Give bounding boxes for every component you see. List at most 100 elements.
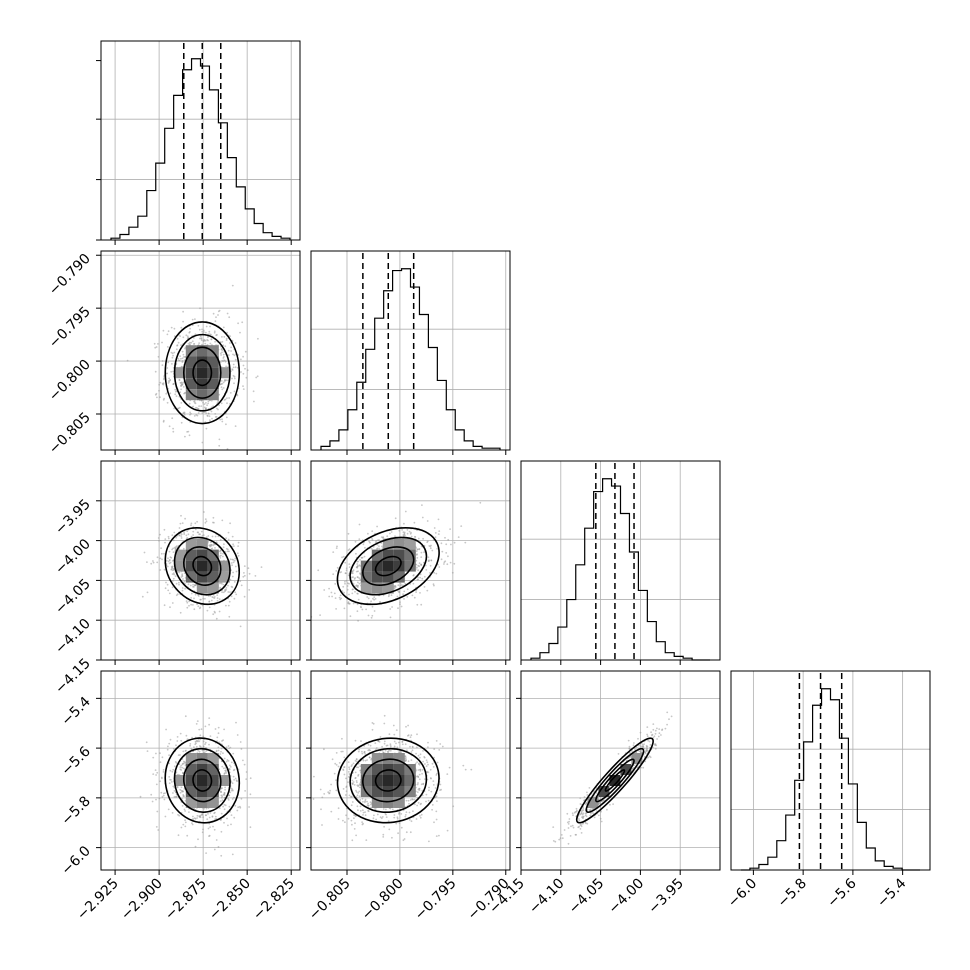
sample-point bbox=[171, 770, 174, 773]
sample-point bbox=[170, 326, 173, 329]
sample-point bbox=[209, 419, 211, 422]
panel-frame bbox=[310, 670, 511, 871]
sample-point bbox=[639, 731, 642, 734]
sample-point bbox=[351, 801, 354, 803]
sample-point bbox=[425, 800, 427, 803]
sample-point bbox=[571, 824, 574, 827]
sample-point bbox=[139, 795, 142, 798]
sample-point bbox=[222, 583, 225, 586]
sample-point bbox=[426, 771, 428, 774]
sample-point bbox=[195, 742, 197, 745]
sample-point bbox=[423, 551, 425, 554]
panel-frame bbox=[100, 670, 301, 871]
sample-point bbox=[380, 817, 383, 820]
sample-point bbox=[141, 595, 144, 598]
sample-point bbox=[348, 602, 350, 605]
sample-point bbox=[419, 576, 421, 579]
sample-point bbox=[230, 595, 233, 598]
sample-point bbox=[184, 715, 187, 718]
sample-point bbox=[190, 522, 193, 525]
sample-point bbox=[446, 829, 449, 832]
sample-point bbox=[364, 811, 366, 813]
sample-point bbox=[173, 790, 176, 792]
sample-point bbox=[330, 810, 333, 813]
sample-point bbox=[410, 820, 413, 823]
sample-point bbox=[433, 584, 435, 587]
sample-point bbox=[182, 578, 184, 580]
sample-point bbox=[214, 547, 216, 549]
sample-point bbox=[390, 594, 393, 597]
sample-point bbox=[646, 726, 649, 728]
density-cell bbox=[393, 753, 405, 764]
sample-point bbox=[216, 736, 219, 739]
sample-point bbox=[647, 739, 649, 742]
sample-point bbox=[374, 808, 376, 810]
sample-point bbox=[424, 564, 427, 567]
sample-point bbox=[168, 425, 171, 428]
sample-point bbox=[240, 358, 242, 361]
sample-point bbox=[159, 533, 161, 536]
sample-point bbox=[162, 329, 165, 332]
sample-point bbox=[654, 732, 657, 735]
density-cell bbox=[207, 549, 219, 561]
x-tick-label: −2.850 bbox=[206, 876, 254, 924]
sample-point bbox=[178, 534, 181, 536]
sample-point bbox=[173, 531, 176, 534]
sample-point bbox=[356, 760, 358, 763]
sample-point bbox=[174, 575, 177, 578]
sample-point bbox=[208, 834, 211, 837]
sample-point bbox=[443, 563, 445, 565]
contour-level bbox=[362, 758, 415, 803]
sample-point bbox=[350, 819, 353, 822]
sample-point bbox=[179, 611, 182, 614]
sample-point bbox=[220, 552, 222, 555]
sample-point bbox=[185, 734, 188, 737]
density-cell bbox=[185, 571, 197, 583]
sample-point bbox=[205, 807, 208, 810]
sample-point bbox=[356, 784, 359, 787]
sample-point bbox=[220, 747, 223, 750]
sample-point bbox=[633, 742, 635, 744]
sample-point bbox=[217, 399, 220, 402]
sample-point bbox=[457, 536, 460, 538]
sample-point bbox=[227, 354, 230, 356]
sample-point bbox=[593, 816, 596, 819]
sample-point bbox=[403, 590, 406, 593]
sample-point bbox=[431, 804, 434, 806]
sample-point bbox=[406, 596, 409, 598]
sample-point bbox=[221, 349, 224, 352]
sample-point bbox=[218, 598, 221, 600]
x-tick-label: −5.4 bbox=[874, 875, 909, 910]
sample-point bbox=[182, 547, 185, 550]
sample-point bbox=[219, 352, 222, 355]
sample-point bbox=[157, 537, 160, 539]
sample-point bbox=[196, 739, 199, 742]
sample-point bbox=[628, 745, 631, 748]
sample-point bbox=[210, 544, 213, 547]
sample-point bbox=[201, 534, 204, 537]
sample-point bbox=[222, 767, 225, 770]
sample-point bbox=[210, 399, 213, 402]
sample-point bbox=[393, 745, 396, 748]
sample-point bbox=[570, 825, 572, 828]
sample-point bbox=[422, 537, 424, 540]
sample-point bbox=[220, 402, 223, 405]
sample-point bbox=[426, 541, 429, 544]
sample-point bbox=[419, 815, 421, 817]
sample-point bbox=[194, 522, 197, 525]
density-cell bbox=[371, 582, 383, 594]
sample-point bbox=[194, 528, 197, 531]
density-cell bbox=[185, 345, 197, 357]
x-tick-label: −2.925 bbox=[74, 876, 122, 924]
sample-point bbox=[232, 559, 235, 561]
sample-point bbox=[225, 770, 227, 773]
sample-point bbox=[233, 559, 236, 562]
sample-point bbox=[393, 586, 396, 589]
sample-point bbox=[381, 749, 384, 752]
sample-point bbox=[210, 599, 213, 602]
sample-point bbox=[155, 346, 158, 348]
density-cell bbox=[207, 389, 219, 401]
sample-point bbox=[182, 795, 185, 797]
sample-point bbox=[387, 751, 390, 754]
sample-point bbox=[180, 357, 182, 360]
